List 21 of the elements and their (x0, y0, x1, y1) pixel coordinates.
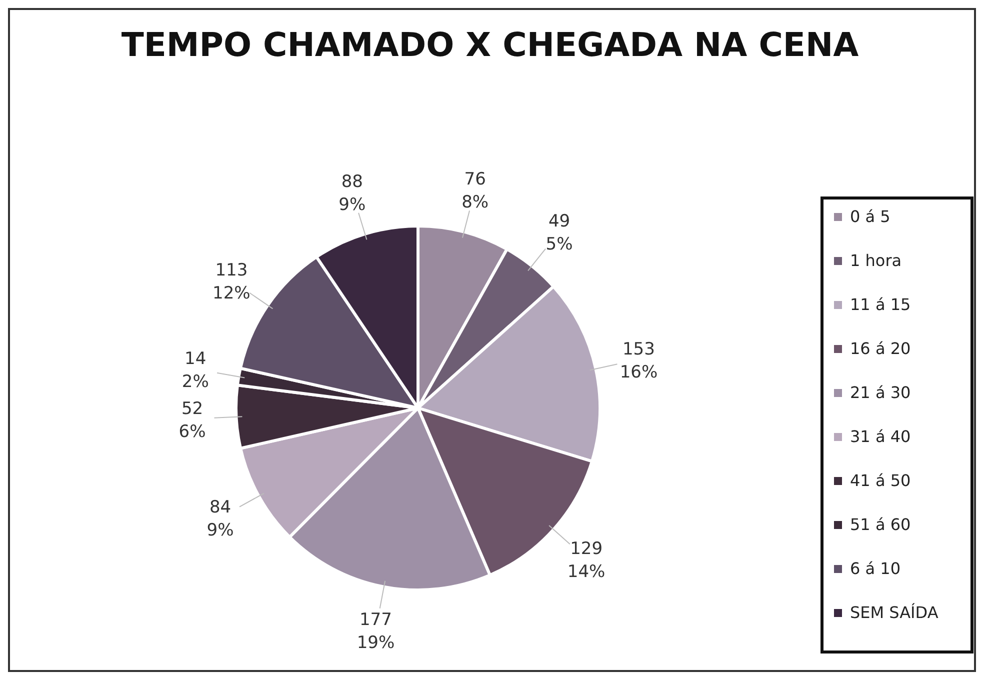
legend-label: 0 á 5 (850, 207, 890, 226)
data-label: 129 14% (567, 538, 606, 582)
data-label: 52 6% (178, 399, 206, 442)
data-label: 84 9% (206, 497, 234, 540)
data-label: 76 8% (462, 169, 489, 212)
legend-label: 31 á 40 (850, 427, 911, 446)
data-label: 14 2% (182, 349, 209, 392)
data-label: 153 16% (620, 339, 658, 382)
chart-title: TEMPO CHAMADO X CHEGADA NA CENA (121, 25, 860, 64)
data-label: 88 9% (338, 172, 366, 215)
data-label: 113 12% (212, 260, 250, 304)
legend-label: 6 á 10 (850, 559, 901, 578)
legend-label: 16 á 20 (850, 339, 911, 358)
legend-label: SEM SAÍDA (850, 603, 938, 622)
legend-label: 11 á 15 (850, 295, 911, 314)
legend-label: 51 á 60 (850, 515, 911, 534)
legend-label: 41 á 50 (850, 471, 911, 490)
legend-label: 21 á 30 (850, 383, 911, 402)
data-label: 177 19% (356, 610, 395, 654)
legend-label: 1 hora (850, 251, 902, 270)
data-label: 49 5% (546, 212, 573, 255)
